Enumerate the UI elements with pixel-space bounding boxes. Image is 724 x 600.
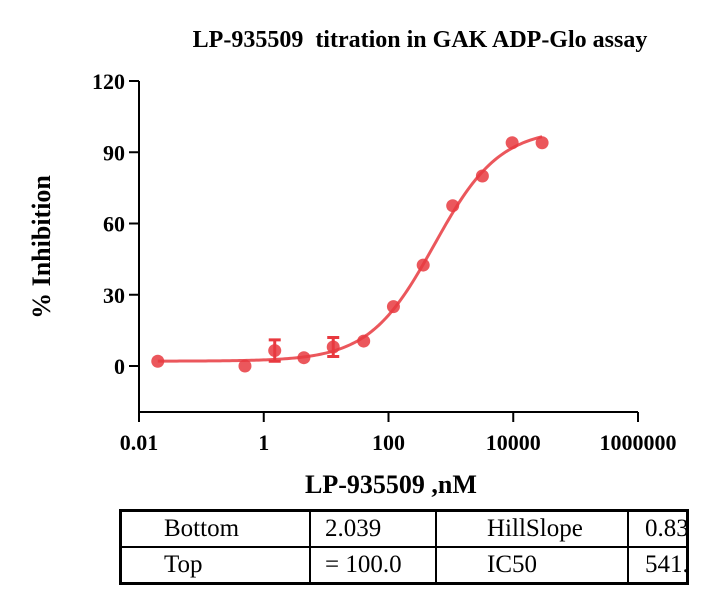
data-point — [326, 340, 340, 354]
data-point — [297, 351, 311, 365]
table-cell: Top — [119, 546, 311, 585]
table-cell: HillSlope — [435, 509, 629, 548]
x-tick-label: 1000000 — [600, 430, 677, 455]
data-point — [357, 334, 371, 348]
data-point — [151, 354, 165, 368]
y-tick-label: 120 — [92, 69, 125, 94]
x-tick-label: 0.01 — [120, 430, 159, 455]
table-cell: Bottom — [119, 509, 311, 548]
table-row: Top = 100.0 IC50 541.0 — [119, 546, 689, 585]
x-tick-label: 100 — [372, 430, 405, 455]
y-tick-label: 0 — [114, 354, 125, 379]
data-point — [268, 344, 282, 358]
data-point — [386, 300, 400, 314]
chart-title: LP-935509 titration in GAK ADP-Glo assay — [193, 27, 648, 53]
y-axis-label: % Inhibition — [27, 175, 56, 319]
y-tick-label: 60 — [103, 212, 125, 237]
table-cell: 0.8301 — [627, 509, 689, 548]
x-axis-label: LP-935509 ,nM — [305, 470, 477, 499]
table-row: Bottom 2.039 HillSlope 0.8301 — [119, 509, 689, 548]
data-point — [238, 359, 252, 373]
results-table: Bottom 2.039 HillSlope 0.8301 Top = 100.… — [119, 509, 689, 585]
table-cell: = 100.0 — [309, 546, 437, 585]
x-tick-label: 1 — [258, 430, 269, 455]
y-tick-label: 30 — [103, 283, 125, 308]
data-point — [446, 199, 460, 213]
x-tick-label: 10000 — [486, 430, 541, 455]
table-cell: 2.039 — [309, 509, 437, 548]
data-point — [416, 258, 430, 272]
data-point — [535, 136, 549, 150]
table-cell: 541.0 — [627, 546, 689, 585]
table-cell: IC50 — [435, 546, 629, 585]
data-point — [505, 136, 519, 150]
chart: LP-935509 titration in GAK ADP-Glo assay… — [27, 27, 677, 499]
y-tick-label: 90 — [103, 140, 125, 165]
data-point — [475, 169, 489, 183]
